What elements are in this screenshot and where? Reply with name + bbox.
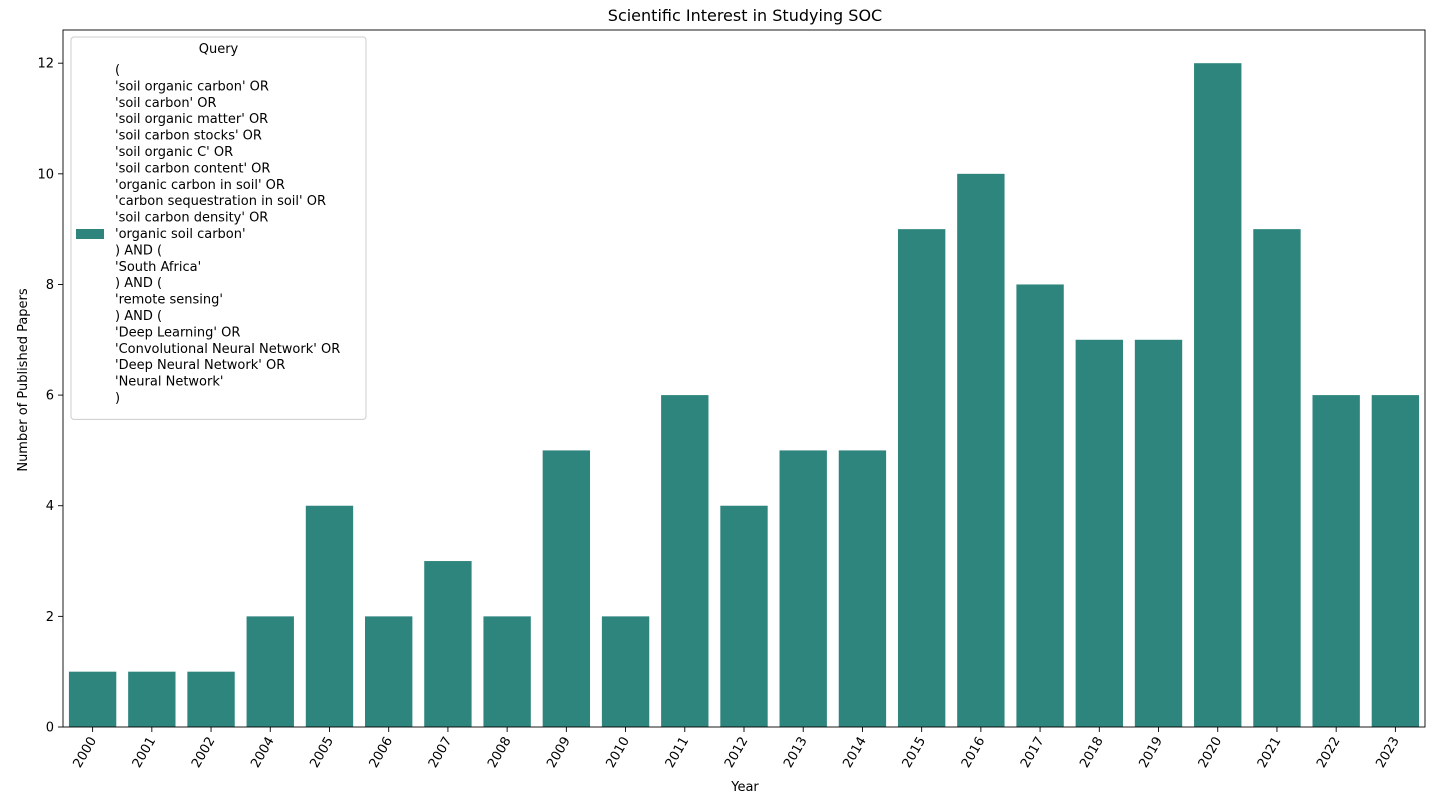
x-tick-label: 2012 [722,735,752,771]
x-axis-label: Year [730,780,759,792]
x-tick-label: 2017 [1018,735,1048,771]
bar-2002 [187,671,235,727]
legend-frame [70,36,367,420]
bar-2010 [601,616,650,727]
x-tick-label: 2021 [1255,735,1285,771]
bar-2017 [1016,284,1064,727]
y-axis-label: Number of Published Papers [16,288,31,472]
bar-2020 [1194,63,1242,727]
legend-swatch [76,229,104,239]
x-tick-label: 2000 [71,735,101,771]
x-tick-label: 2008 [485,735,515,771]
bar-2006 [365,616,413,727]
x-tick-label: 2016 [959,735,989,771]
y-tick-label: 8 [46,278,54,293]
y-tick-label: 2 [46,610,54,625]
x-tick-label: 2020 [1196,735,1226,771]
bar-2001 [128,671,176,727]
bar-2004 [246,616,294,727]
bar-2018 [1075,339,1123,727]
y-tick-label: 6 [46,389,54,404]
legend: Query ('soil organic carbon' OR'soil carb… [70,36,367,420]
x-tick-label: 2009 [544,735,574,771]
bar-2005 [305,505,354,727]
x-tick-label: 2005 [307,735,337,771]
bar-2019 [1134,339,1183,727]
bar-2021 [1253,229,1301,727]
x-tick-label: 2013 [781,735,811,771]
y-tick-label: 0 [46,721,54,736]
bar-2015 [897,229,946,727]
y-tick-label: 10 [37,167,54,182]
x-tick-label: 2019 [1136,735,1166,771]
y-tick-label: 12 [37,57,54,72]
x-tick-label: 2004 [248,735,278,771]
x-tick-label: 2015 [900,735,930,771]
bar-2011 [661,395,709,727]
bar-2012 [720,505,768,727]
legend-entry-label: ('soil organic carbon' OR'soil carbon' O… [115,63,340,406]
bar-2016 [957,173,1005,727]
bar-2000 [68,671,117,727]
bar-2014 [838,450,887,727]
bar-2008 [483,616,531,727]
x-tick-label: 2023 [1373,735,1403,771]
plot-area: 0 2 4 6 8 10 12 2000 2001 2002 2004 2005 2006 2007 200… [37,29,1426,771]
bar-2009 [542,450,591,727]
y-tick-label: 4 [46,499,54,514]
x-tick-label: 2006 [367,735,397,771]
x-tick-label: 2014 [840,735,870,771]
chart-title: Scientific Interest in Studying SOC [608,6,882,25]
x-tick-label: 2010 [603,735,633,771]
legend-title: Query [199,42,239,57]
x-tick-label: 2011 [663,735,693,771]
x-tick-label: 2001 [130,735,160,771]
x-tick-label: 2002 [189,735,219,771]
bar-2013 [779,450,827,727]
bar-2023 [1371,395,1420,727]
bar-2007 [424,561,472,727]
x-tick-label: 2018 [1077,735,1107,771]
x-tick-label: 2007 [426,735,456,771]
x-tick-label: 2022 [1314,735,1344,771]
bar-2022 [1312,395,1360,727]
